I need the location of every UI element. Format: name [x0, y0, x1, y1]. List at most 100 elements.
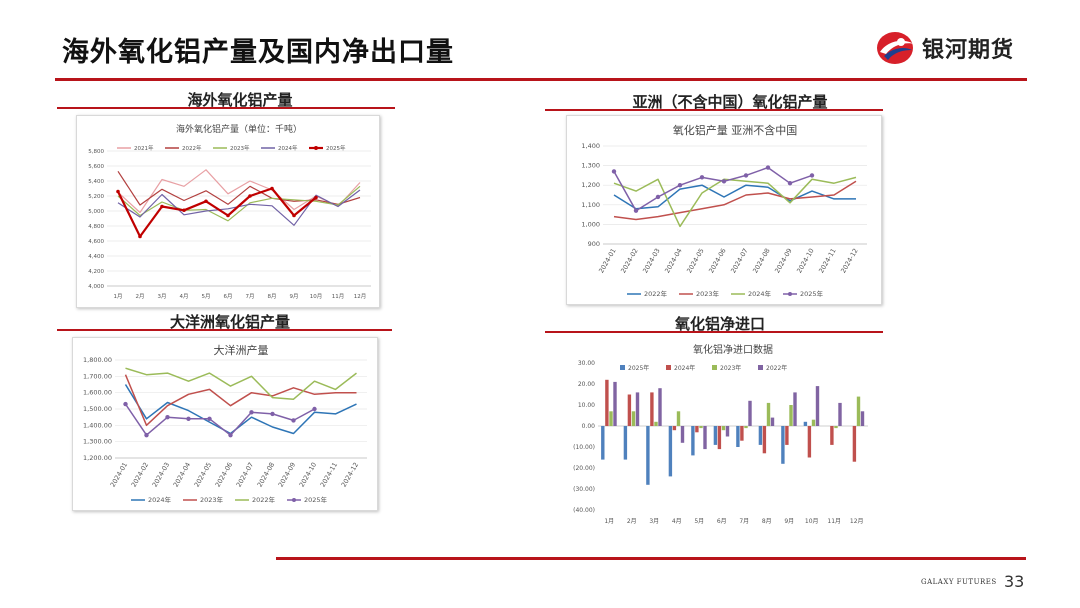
data-point — [207, 416, 212, 421]
legend-swatch — [712, 365, 717, 370]
bar — [676, 411, 681, 426]
data-point — [721, 179, 727, 184]
galaxy-swirl-icon — [877, 32, 914, 64]
legend-label: 2025年 — [800, 289, 824, 298]
legend-label: 2023年 — [230, 144, 250, 152]
bar — [721, 426, 726, 431]
series-line-2023年 — [117, 185, 361, 222]
series-line-2023年 — [124, 374, 357, 427]
x-tick-label: 4月 — [180, 293, 189, 300]
company-logo: 银河期货 — [874, 28, 1034, 68]
data-point — [144, 432, 149, 438]
legend-swatch — [620, 365, 625, 370]
data-point — [226, 213, 230, 218]
x-tick-label: 2024-07 — [729, 247, 750, 275]
section-title-net-import: 氧化铝净进口 — [674, 315, 765, 333]
y-tick-label: 5,000 — [88, 209, 104, 215]
bar — [672, 426, 677, 431]
bar — [609, 411, 613, 426]
bar — [834, 426, 838, 429]
legend-label: 2024年 — [674, 364, 695, 372]
x-tick-label: 2024-03 — [151, 461, 172, 489]
legend-marker — [314, 146, 318, 150]
chart-asia-production: 氧化铝产量 亚洲不含中国 900 1,000 1,100 1,200 1,300 1,400… — [566, 115, 882, 305]
bar — [803, 421, 808, 426]
data-point — [204, 199, 208, 204]
y-tick-label: 1,600.00 — [83, 389, 112, 397]
y-tick-label: 1,100 — [581, 201, 600, 209]
data-point — [699, 175, 705, 180]
x-tick-label: 2024-12 — [839, 247, 860, 275]
series-line-2022年 — [125, 367, 357, 400]
bar — [605, 379, 609, 426]
x-tick-label: 9月 — [784, 518, 794, 525]
x-tick-label: 2月 — [627, 518, 637, 525]
bar — [748, 400, 752, 426]
legend-label: 2021年 — [134, 144, 154, 152]
x-tick-label: 2024-11 — [817, 247, 838, 275]
x-tick-label: 5月 — [202, 293, 211, 300]
y-tick-label: 0.00 — [582, 423, 596, 430]
data-point — [248, 194, 252, 198]
chart-title: 大洋洲产量 — [214, 343, 269, 357]
x-tick-label: 2024-06 — [707, 247, 728, 275]
bar — [650, 392, 654, 426]
y-tick-label: 1,800.00 — [83, 356, 112, 364]
x-tick-label: 2024-03 — [641, 247, 662, 275]
x-tick-label: 3月 — [158, 293, 167, 300]
bar — [811, 419, 816, 426]
bar — [658, 388, 662, 426]
bar — [793, 392, 797, 426]
data-point — [160, 204, 164, 209]
y-tick-label: (30.00) — [573, 486, 595, 493]
x-tick-label: 2024-06 — [214, 461, 235, 489]
title-divider — [55, 78, 1027, 81]
x-tick-label: 1月 — [114, 293, 123, 300]
bar — [623, 426, 628, 460]
chart-oceania-svg: 大洋洲产量 1,200.00 1,300.00 1,400.00 1,500.00 1,6… — [83, 343, 367, 504]
x-tick-label: 2024-10 — [298, 461, 319, 489]
footer-brand: GALAXY FUTURES — [921, 578, 997, 586]
y-tick-label: 5,400 — [88, 179, 104, 185]
legend-label: 2025年 — [628, 364, 649, 372]
data-point — [677, 183, 683, 188]
x-tick-label: 2024-11 — [319, 461, 340, 489]
data-point — [809, 173, 815, 178]
bar — [654, 421, 658, 426]
section-title-asia: 亚洲（不含中国）氧化铝产量 — [632, 93, 828, 111]
legend-label: 2023年 — [696, 289, 720, 298]
bar — [627, 394, 632, 426]
bar — [789, 405, 793, 426]
data-point — [312, 406, 317, 412]
data-point — [314, 195, 318, 200]
series-line-2025年 — [613, 166, 813, 212]
x-tick-label: 2024-08 — [751, 247, 772, 275]
bar — [852, 426, 857, 462]
data-point — [123, 401, 128, 407]
data-point — [743, 173, 749, 178]
legend-label: 2024年 — [748, 289, 772, 298]
x-tick-label: 2024-01 — [597, 247, 618, 275]
bar — [758, 426, 763, 445]
chart-asia-svg: 氧化铝产量 亚洲不含中国 900 1,000 1,100 1,200 1,300 1,400… — [581, 123, 867, 298]
legend-label: 2022年 — [644, 289, 668, 298]
bar — [713, 426, 718, 445]
data-point — [116, 189, 120, 194]
y-tick-label: 1,200 — [581, 181, 600, 189]
page-title: 海外氧化铝产量及国内净出口量 — [62, 37, 454, 68]
series-line-2022年 — [613, 184, 856, 210]
x-tick-label: 11月 — [332, 293, 345, 300]
bar — [691, 426, 695, 456]
y-tick-label: 5,600 — [88, 164, 104, 170]
x-tick-label: 4月 — [672, 518, 682, 525]
bar — [860, 411, 865, 426]
footer-divider — [276, 557, 1026, 560]
y-tick-label: 1,400.00 — [83, 421, 112, 429]
x-tick-label: 7月 — [739, 518, 749, 525]
chart-overseas-svg: 海外氧化铝产量（单位：千吨） 4,000 4,200 4,400 4,600 4,800 5… — [88, 123, 371, 300]
chart-title: 氧化铝产量 亚洲不含中国 — [673, 123, 798, 137]
bar — [807, 426, 812, 458]
data-point — [249, 410, 254, 415]
bar — [613, 381, 617, 426]
x-tick-label: 2024-04 — [663, 247, 684, 275]
